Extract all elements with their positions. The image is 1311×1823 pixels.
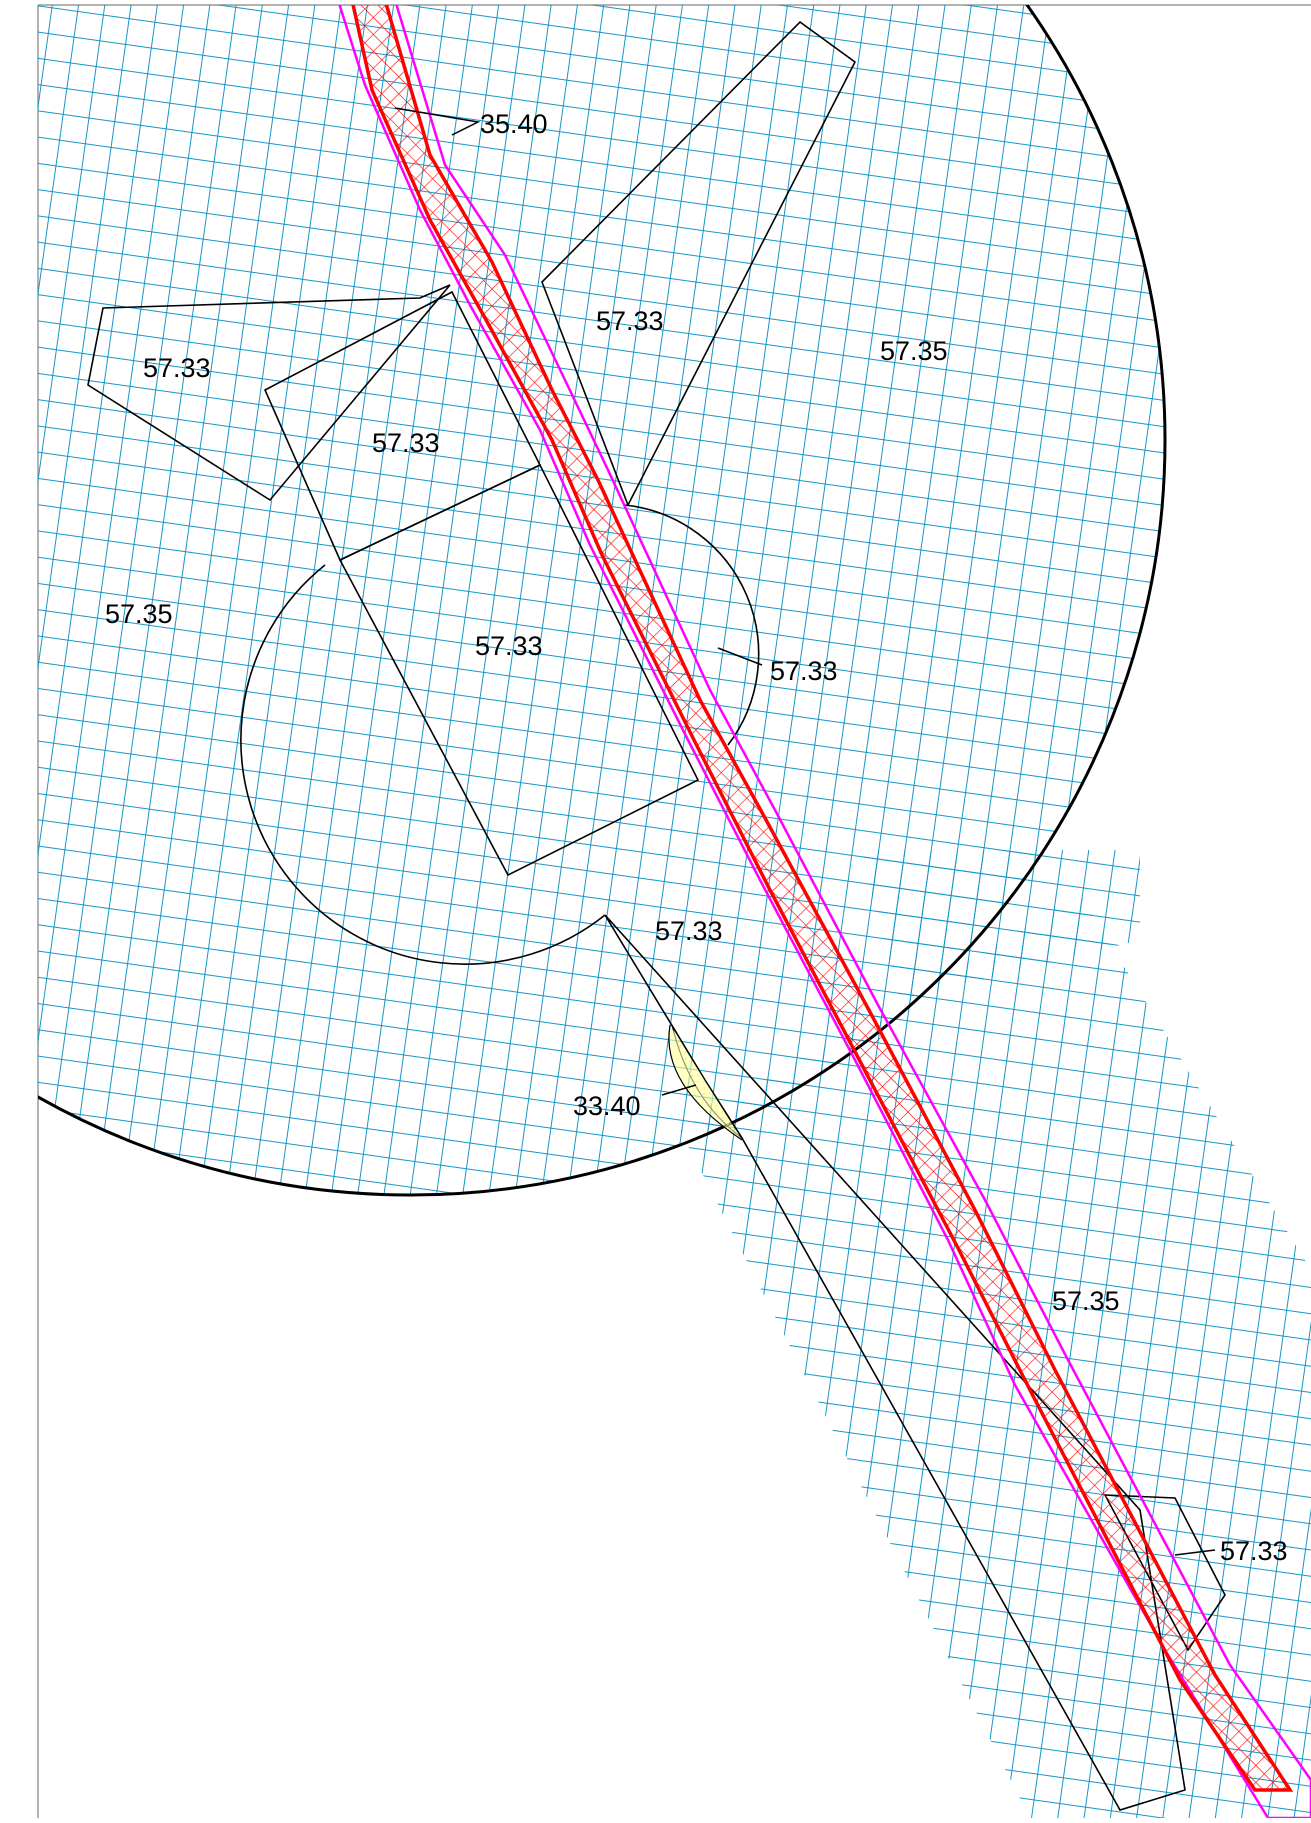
leader-lines (394, 107, 1216, 1556)
label-zone-north-a: 57.33 (596, 306, 664, 336)
label-zone-south-east: 57.33 (1220, 1536, 1288, 1566)
label-zone-east-small: 57.33 (770, 656, 838, 686)
zone-west-a (87, 284, 451, 502)
zone-labels: 35.40 57.33 57.35 57.33 57.33 57.35 57.3… (105, 109, 1288, 1566)
label-special: 33.40 (573, 1091, 641, 1121)
label-road: 35.40 (480, 109, 548, 139)
label-zone-west-b: 57.33 (372, 428, 440, 458)
zone-east-arc (624, 504, 760, 746)
label-zone-west-a: 57.33 (143, 353, 211, 383)
label-base-south: 57.35 (1052, 1286, 1120, 1316)
label-zone-center: 57.33 (475, 631, 543, 661)
road-corridor (338, 5, 1311, 1818)
label-zone-south-tongue: 57.33 (655, 916, 723, 946)
district-boundary-circle (38, 5, 1167, 1197)
zone-center-arc (240, 564, 606, 965)
zone-center (338, 463, 700, 877)
label-base-west: 57.35 (105, 599, 173, 629)
label-base-north-east: 57.35 (880, 336, 948, 366)
